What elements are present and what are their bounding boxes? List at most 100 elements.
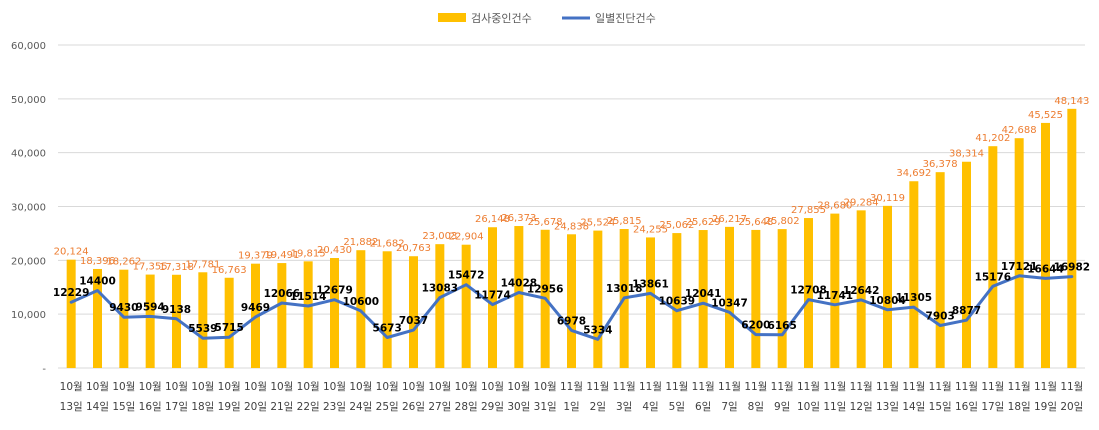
bar-value-label: 17,318 xyxy=(159,262,194,273)
x-tick-label-month: 11월 xyxy=(981,381,1004,393)
x-tick-label-month: 11월 xyxy=(955,381,978,393)
x-tick-label-month: 11월 xyxy=(639,381,662,393)
x-tick-label-day: 20일 xyxy=(244,400,267,413)
line-value-label: 9138 xyxy=(162,304,191,316)
line-series xyxy=(69,274,1074,341)
x-tick-label-month: 10월 xyxy=(376,381,399,393)
y-tick-label: 40,000 xyxy=(11,149,46,160)
x-tick-label-month: 10월 xyxy=(139,381,162,393)
bar-value-label: 25,802 xyxy=(765,216,800,227)
bar-value-label: 24,838 xyxy=(554,221,589,232)
x-tick-label-month: 11월 xyxy=(692,381,715,393)
line-path xyxy=(69,274,1074,341)
x-tick-label-day: 23일 xyxy=(323,400,346,413)
x-tick-label-month: 11월 xyxy=(902,381,925,393)
x-tick-label-day: 4일 xyxy=(642,400,658,413)
bar xyxy=(382,251,392,368)
bar xyxy=(856,210,866,368)
y-axis-ticks: - 10,000 20,000 30,000 40,000 50,000 60,000 xyxy=(11,41,46,375)
x-tick-label-day: 16일 xyxy=(139,400,162,413)
x-tick-label-month: 11월 xyxy=(876,381,899,393)
x-tick-label-month: 10월 xyxy=(428,381,451,393)
line-value-label: 10804 xyxy=(869,295,906,307)
x-tick-label-month: 10월 xyxy=(297,381,320,393)
bar xyxy=(330,258,339,368)
line-value-label: 9594 xyxy=(136,301,165,313)
x-tick-label-day: 18일 xyxy=(1008,400,1031,413)
x-tick-label-day: 16일 xyxy=(955,400,978,413)
x-tick-label-month: 10월 xyxy=(112,381,135,393)
line-value-label: 17121 xyxy=(1001,261,1038,273)
x-tick-label-month: 11월 xyxy=(1008,381,1031,393)
x-tick-label-day: 26일 xyxy=(402,400,425,413)
x-tick-label-day: 30일 xyxy=(507,400,530,413)
x-tick-label-day: 9일 xyxy=(774,400,790,413)
line-value-label: 5673 xyxy=(373,322,402,334)
bar-value-label: 25,648 xyxy=(738,217,773,228)
bar-value-label: 22,904 xyxy=(449,232,484,243)
bar-value-label: 41,202 xyxy=(975,133,1010,144)
bar xyxy=(751,229,761,368)
bar xyxy=(909,181,919,368)
line-value-label: 12708 xyxy=(790,285,827,297)
bar xyxy=(988,146,998,368)
bar-value-label: 19,815 xyxy=(291,248,326,259)
legend-swatch-bar xyxy=(438,13,466,22)
x-tick-label-day: 25일 xyxy=(376,400,399,413)
line-data-labels: 1222914400943095949138553957159469120661… xyxy=(53,261,1090,336)
bar xyxy=(277,263,287,368)
bar-data-labels: 20,12418,39618,26217,35517,31817,78116,7… xyxy=(54,96,1090,276)
x-tick-label-month: 10월 xyxy=(191,381,214,393)
line-value-label: 11741 xyxy=(817,290,854,302)
x-tick-label-day: 28일 xyxy=(455,400,478,413)
line-value-label: 6165 xyxy=(768,320,797,332)
x-tick-label-month: 11월 xyxy=(823,381,846,393)
bar xyxy=(514,226,524,368)
x-tick-label-month: 11월 xyxy=(797,381,820,393)
line-value-label: 9469 xyxy=(241,302,270,314)
x-tick-label-month: 11월 xyxy=(1060,381,1083,393)
y-tick-label: - xyxy=(42,364,46,375)
bar xyxy=(409,256,418,368)
x-tick-label-day: 29일 xyxy=(481,400,504,413)
x-tick-label-day: 20일 xyxy=(1060,400,1083,413)
legend-label-bar: 검사중인건수 xyxy=(471,12,532,25)
bar-value-label: 20,124 xyxy=(54,247,89,258)
line-value-label: 13861 xyxy=(632,278,669,290)
line-value-label: 8877 xyxy=(952,305,981,317)
bar-value-label: 34,692 xyxy=(896,168,931,179)
x-tick-label-day: 7일 xyxy=(721,400,737,413)
bar xyxy=(198,272,208,368)
bar-value-label: 19,379 xyxy=(238,251,273,262)
line-value-label: 6978 xyxy=(557,315,586,327)
bar-value-label: 17,781 xyxy=(185,259,220,270)
x-tick-label-day: 6일 xyxy=(695,400,711,413)
line-value-label: 12642 xyxy=(843,285,880,297)
bar-value-label: 27,855 xyxy=(791,205,826,216)
x-tick-label-month: 10월 xyxy=(244,381,267,393)
x-tick-label-day: 18일 xyxy=(191,400,214,413)
x-tick-label-day: 21일 xyxy=(270,400,293,413)
bar xyxy=(1014,138,1024,368)
x-tick-label-month: 10월 xyxy=(165,381,188,393)
bar xyxy=(488,227,497,368)
bar-value-label: 48,143 xyxy=(1054,96,1089,107)
bar-value-label: 25,524 xyxy=(580,218,615,229)
x-tick-label-day: 27일 xyxy=(428,400,451,413)
line-value-label: 14028 xyxy=(501,277,538,289)
line-value-label: 11514 xyxy=(290,291,327,303)
x-tick-label-month: 11월 xyxy=(613,381,636,393)
line-value-label: 12229 xyxy=(53,287,90,299)
x-tick-label-month: 10월 xyxy=(323,381,346,393)
bar-value-label: 18,262 xyxy=(106,257,141,268)
x-tick-label-month: 10월 xyxy=(218,381,241,393)
x-tick-label-month: 10월 xyxy=(402,381,425,393)
x-tick-label-day: 19일 xyxy=(218,400,241,413)
bar-value-label: 16,763 xyxy=(212,265,247,276)
line-value-label: 5539 xyxy=(188,323,217,335)
x-tick-label-day: 24일 xyxy=(349,400,372,413)
x-tick-label-day: 17일 xyxy=(981,400,1004,413)
bar-value-label: 17,355 xyxy=(133,262,168,273)
